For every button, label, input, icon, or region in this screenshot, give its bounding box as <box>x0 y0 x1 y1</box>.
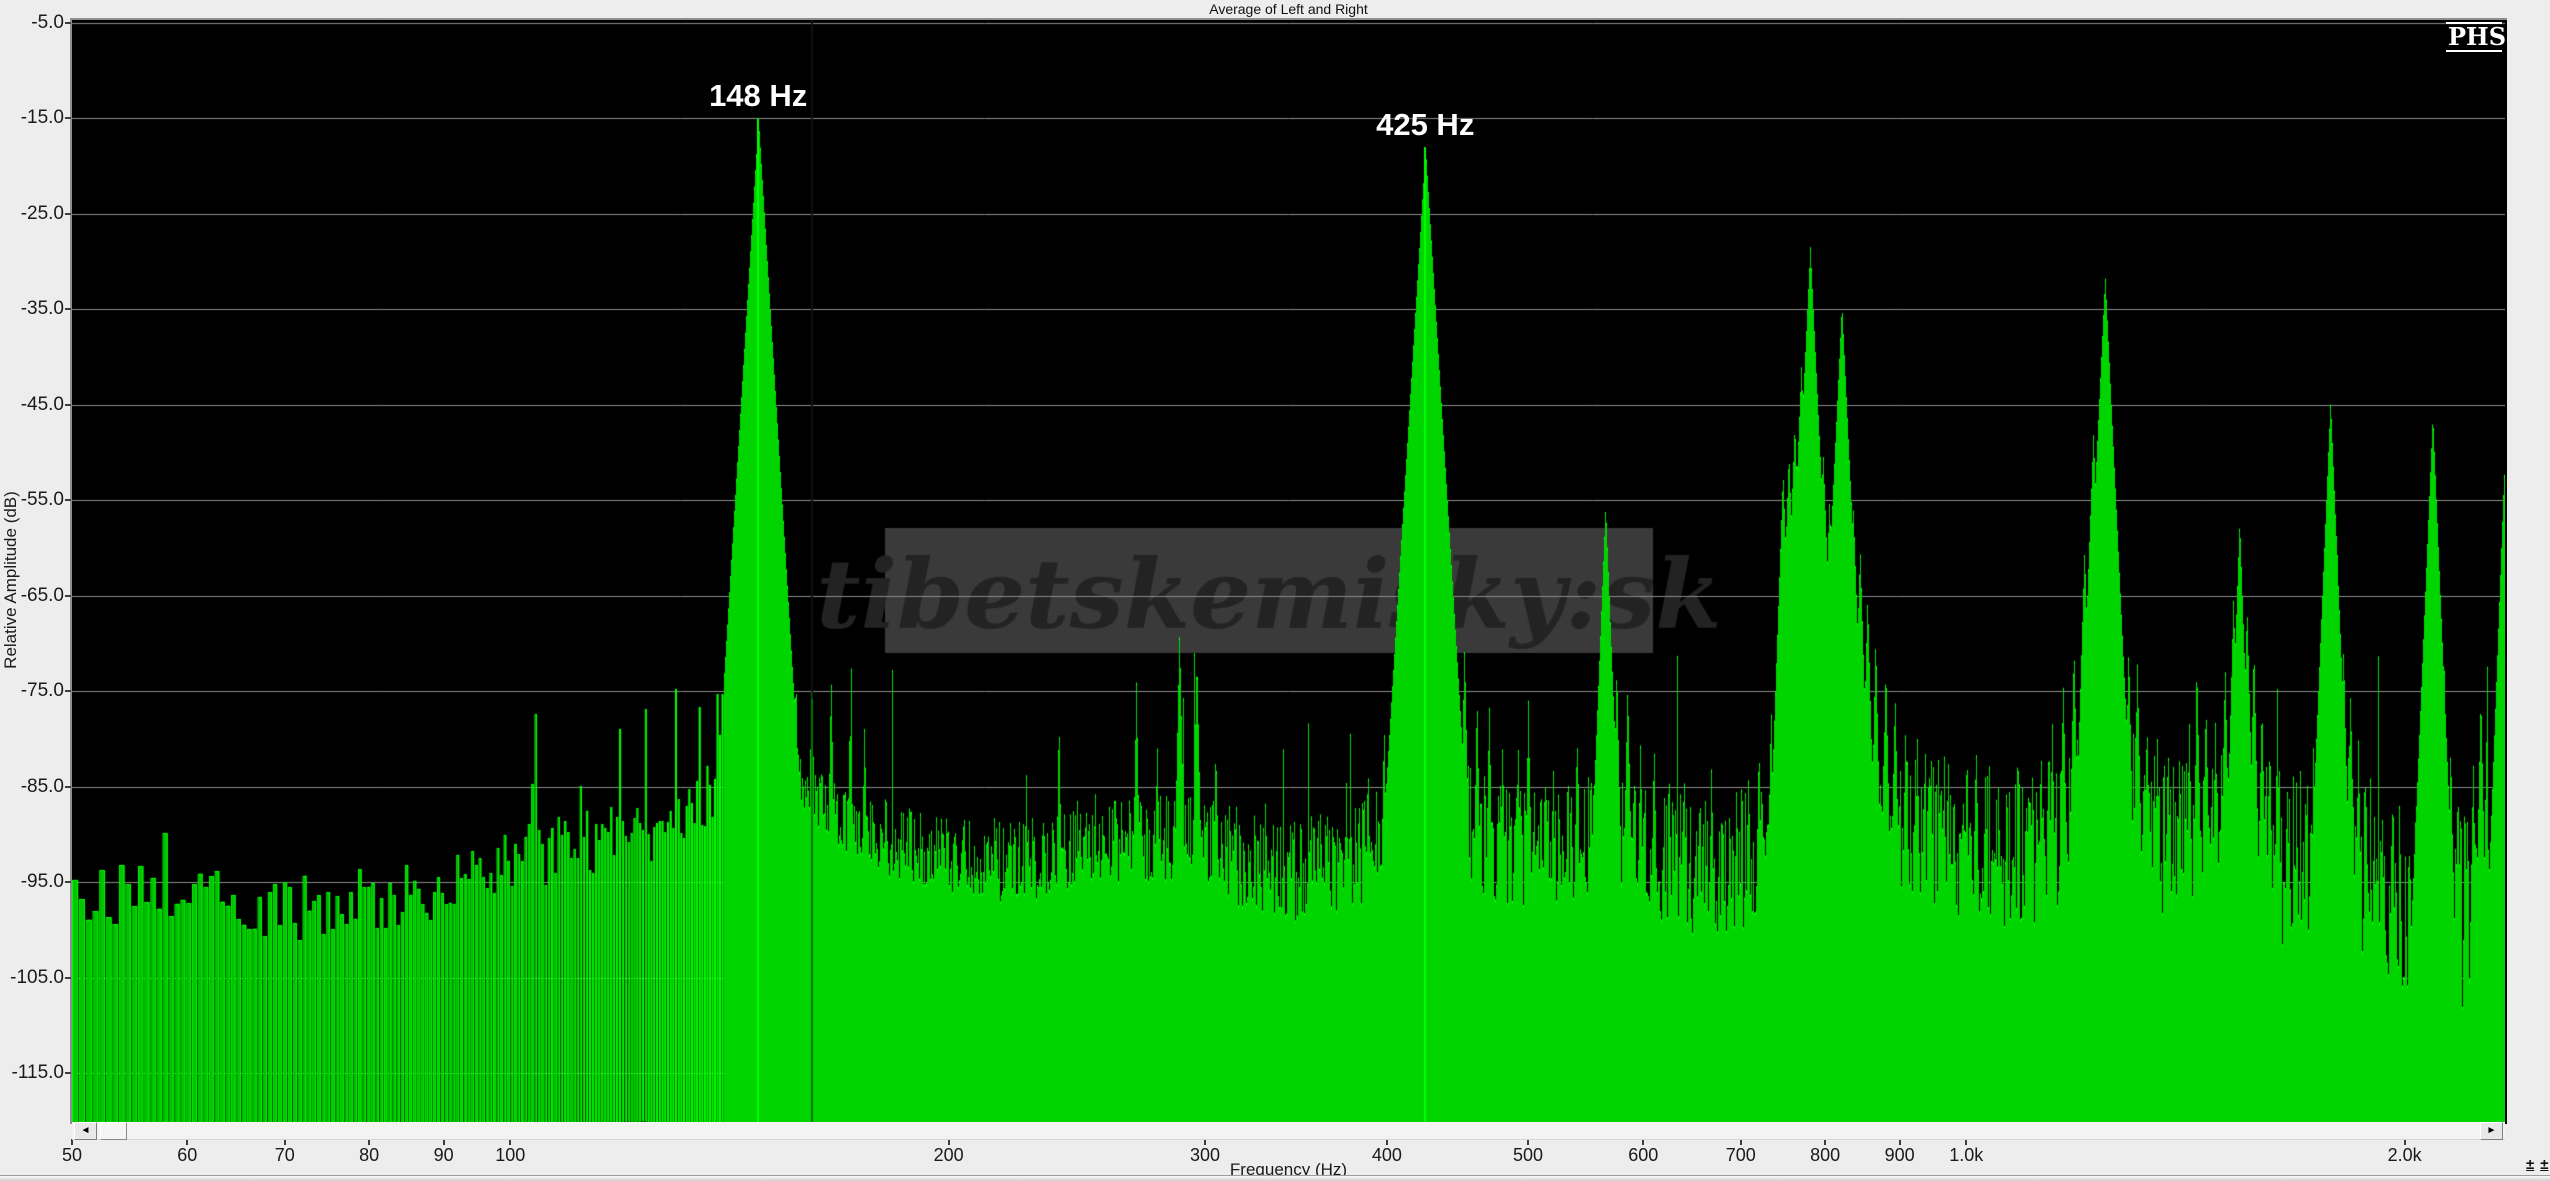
y-tick-mark <box>65 594 71 597</box>
x-tick-mark <box>1965 1139 1968 1145</box>
x-tick-label: 400 <box>1371 1145 1402 1165</box>
x-tick-mark <box>1203 1139 1206 1145</box>
y-tick-label: -55.0 <box>20 489 64 511</box>
x-tick-mark <box>509 1139 512 1145</box>
x-tick-mark <box>1739 1139 1742 1145</box>
peak-annotation-425hz: 425 Hz <box>1376 107 1475 143</box>
plot-area[interactable] <box>70 18 2507 1124</box>
x-tick-label: 900 <box>1884 1145 1915 1165</box>
y-tick-mark <box>65 881 71 884</box>
zoom-plusminus-button-2[interactable]: ± <box>2540 1156 2549 1173</box>
y-tick-label: -95.0 <box>20 871 64 893</box>
y-tick-mark <box>65 690 71 693</box>
x-tick-label: 700 <box>1725 1145 1756 1165</box>
x-tick-label: 50 <box>61 1145 83 1165</box>
x-tick-label: 60 <box>177 1145 198 1165</box>
y-tick-mark <box>65 403 71 406</box>
x-tick-label: 1.0k <box>1949 1145 1984 1165</box>
x-tick-label: 2.0k <box>2387 1145 2422 1165</box>
x-tick-mark <box>186 1139 189 1145</box>
y-tick-label: -25.0 <box>20 202 64 224</box>
x-tick-label: 90 <box>433 1145 454 1165</box>
y-tick-mark <box>65 212 71 215</box>
y-axis-title: Relative Amplitude (dB) <box>1 491 20 669</box>
x-tick-mark <box>442 1139 445 1145</box>
x-tick-mark <box>283 1139 286 1145</box>
x-tick-label: 800 <box>1810 1145 1841 1165</box>
x-tick-mark <box>71 1139 73 1145</box>
x-tick-mark <box>1527 1139 1529 1145</box>
x-tick-label: 500 <box>1512 1145 1544 1165</box>
y-tick-mark <box>65 976 71 979</box>
x-tick-label: 200 <box>933 1145 964 1165</box>
y-tick-label: -45.0 <box>20 393 64 415</box>
x-tick-label: 80 <box>359 1145 380 1165</box>
scrollbar-thumb[interactable] <box>100 1122 127 1140</box>
x-tick-mark <box>947 1139 950 1145</box>
phs-logo: PHS <box>2446 22 2507 52</box>
peak-annotation-148hz: 148 Hz <box>709 78 808 114</box>
x-tick-label: 600 <box>1628 1145 1659 1165</box>
scrollbar-left-arrow-icon[interactable]: ◄ <box>74 1122 97 1140</box>
y-tick-label: -75.0 <box>20 680 64 702</box>
x-tick-label: 100 <box>495 1145 526 1165</box>
scrollbar-right-arrow-icon[interactable]: ► <box>2480 1122 2503 1140</box>
spectrum-canvas[interactable] <box>72 20 2505 1122</box>
y-tick-label: -85.0 <box>20 775 64 797</box>
axis-zoom-controls[interactable]: ± ± <box>2520 1156 2548 1173</box>
y-tick-label: -105.0 <box>10 966 64 988</box>
y-tick-label: -15.0 <box>20 107 64 129</box>
x-tick-label: 70 <box>274 1145 295 1165</box>
page-title: Average of Left and Right <box>1209 1 1368 17</box>
x-tick-mark <box>1898 1139 1901 1145</box>
horizontal-scrollbar[interactable]: ◄ ► <box>72 1122 2505 1140</box>
y-tick-label: -5.0 <box>31 12 64 33</box>
y-tick-label: -65.0 <box>20 584 64 606</box>
x-tick-mark <box>2403 1139 2406 1145</box>
window-bottom-edge <box>0 1175 2550 1181</box>
x-axis-title: Frequency (Hz) <box>1229 1160 1348 1179</box>
x-tick-mark <box>1824 1139 1827 1145</box>
x-tick-mark <box>368 1139 371 1145</box>
x-tick-mark <box>1385 1139 1388 1145</box>
x-tick-label: 300 <box>1189 1145 1221 1165</box>
y-tick-mark <box>65 117 71 120</box>
zoom-plusminus-button-1[interactable]: ± <box>2526 1156 2535 1173</box>
y-tick-mark <box>65 22 71 24</box>
y-tick-mark <box>65 499 71 502</box>
y-tick-label: -35.0 <box>20 298 64 320</box>
x-tick-mark <box>1642 1139 1645 1145</box>
y-tick-mark <box>65 1071 71 1074</box>
y-tick-mark <box>65 308 71 311</box>
y-tick-label: -115.0 <box>11 1061 64 1083</box>
y-tick-mark <box>65 785 71 788</box>
